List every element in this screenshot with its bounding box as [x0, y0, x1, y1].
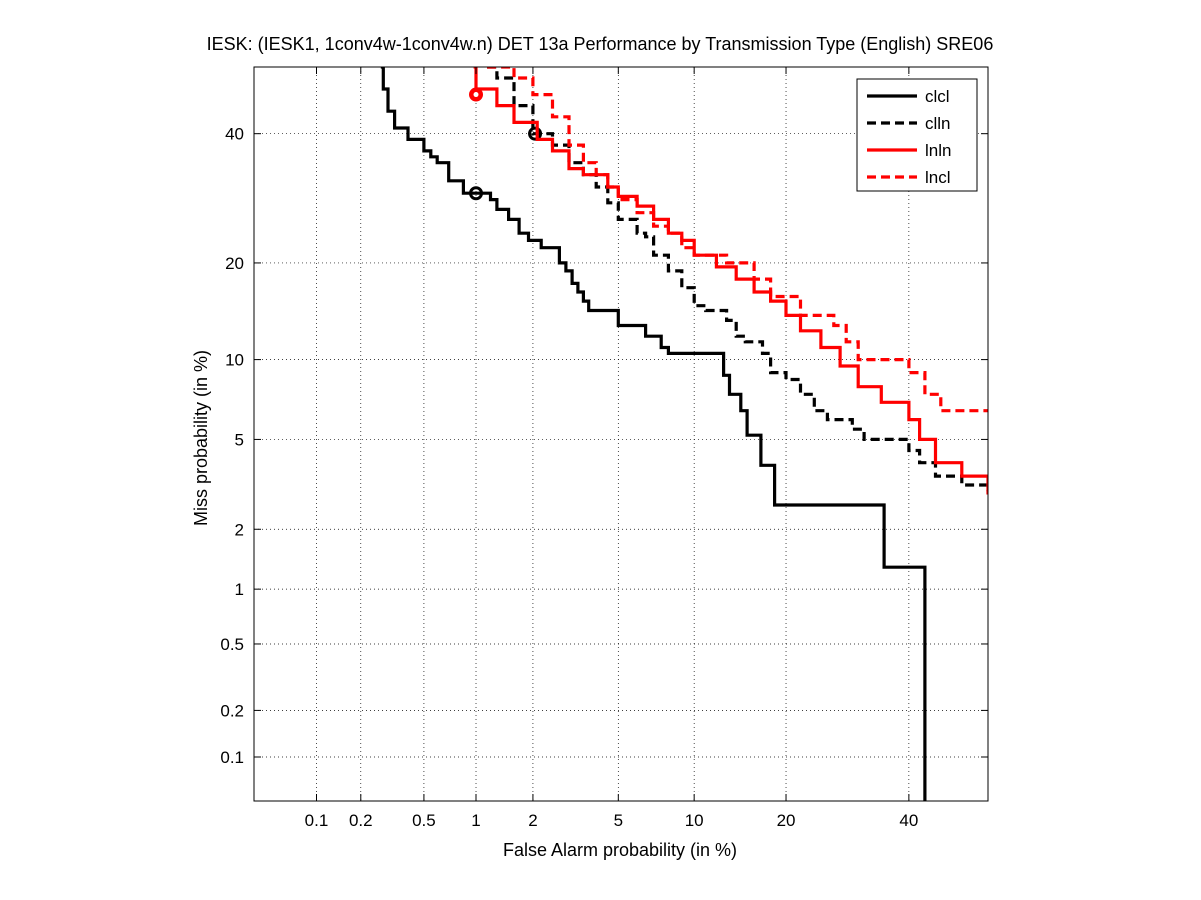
series-line-clcl	[380, 67, 927, 801]
y-tick-label: 40	[225, 125, 244, 144]
x-tick-label: 20	[777, 811, 796, 830]
axis-ticks: 0.1 0.2 0.5 1 2 5 10 20 40 0.1 0.2 0.5 1 2 5 10 20 40	[220, 67, 988, 830]
legend-label-clln: clln	[925, 114, 951, 133]
series-line-clln	[487, 67, 988, 492]
series-group	[380, 67, 988, 801]
y-tick-label: 2	[235, 520, 244, 539]
x-axis-label: False Alarm probability (in %)	[503, 840, 737, 860]
operating-point-center	[473, 92, 479, 98]
x-tick-label: 1	[471, 811, 480, 830]
y-tick-label: 0.2	[220, 701, 244, 720]
legend: clcl clln lnln lncl	[856, 78, 978, 192]
x-tick-label: 0.1	[305, 811, 329, 830]
y-tick-label: 10	[225, 351, 244, 370]
series-line-lncl	[487, 67, 988, 413]
legend-label-lnln: lnln	[925, 141, 951, 160]
y-axis-label: Miss probability (in %)	[191, 350, 211, 526]
operating-point-clln	[528, 126, 543, 141]
legend-box	[856, 78, 978, 192]
series-line-lnln	[473, 67, 988, 495]
x-tick-label: 0.2	[349, 811, 373, 830]
chart-title: IESK: (IESK1, 1conv4w-1conv4w.n) DET 13a…	[207, 34, 994, 54]
x-tick-label: 2	[528, 811, 537, 830]
y-tick-label: 20	[225, 254, 244, 273]
x-tick-label: 40	[899, 811, 918, 830]
x-tick-label: 0.5	[412, 811, 436, 830]
y-tick-label: 5	[235, 430, 244, 449]
y-tick-label: 0.5	[220, 635, 244, 654]
y-tick-label: 1	[235, 580, 244, 599]
x-tick-label: 10	[685, 811, 704, 830]
legend-label-lncl: lncl	[925, 168, 951, 187]
x-tick-label: 5	[614, 811, 623, 830]
operating-point-clcl	[469, 186, 484, 201]
y-tick-label: 0.1	[220, 748, 244, 767]
plot-frame	[253, 66, 989, 802]
legend-label-clcl: clcl	[925, 87, 950, 106]
